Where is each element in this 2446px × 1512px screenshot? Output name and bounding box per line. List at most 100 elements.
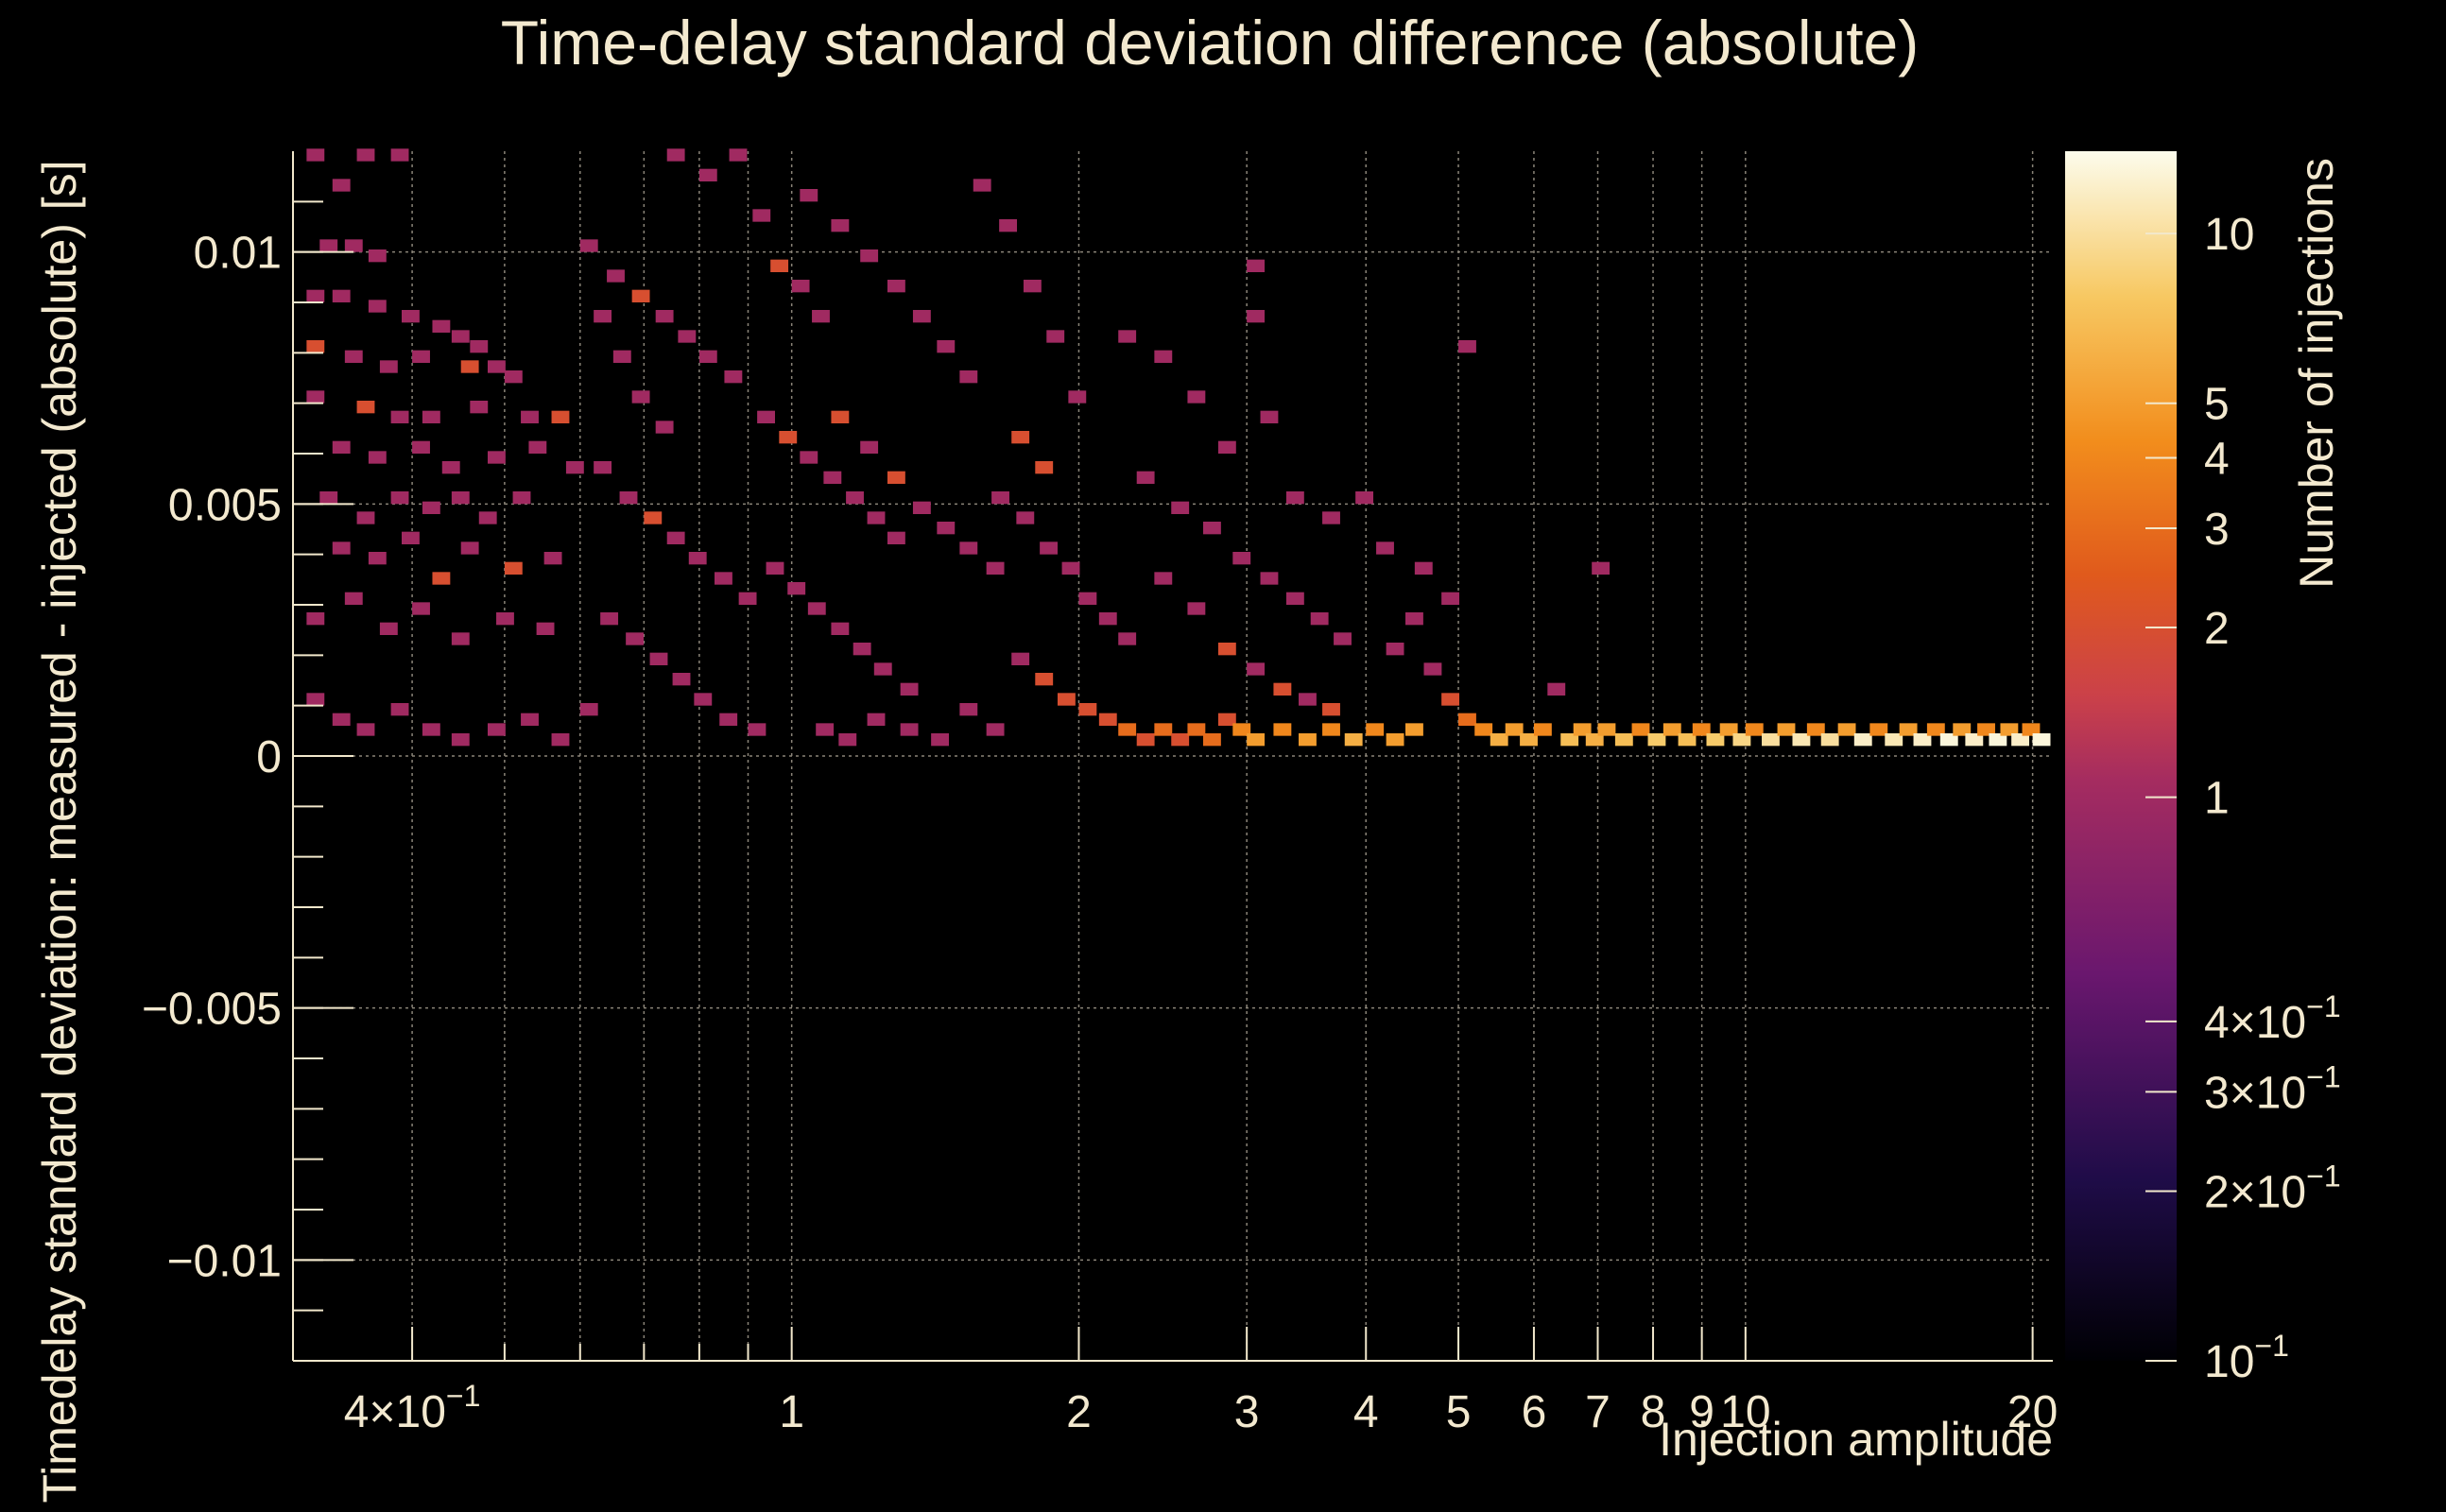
x-tick-label: 20 bbox=[2007, 1387, 2058, 1437]
heatmap-bin bbox=[356, 401, 375, 414]
heatmap-bins bbox=[306, 148, 2051, 747]
heatmap-bin bbox=[306, 289, 325, 302]
heatmap-bin bbox=[688, 552, 707, 565]
heatmap-bin bbox=[1016, 511, 1035, 524]
heatmap-bin bbox=[1344, 733, 1363, 747]
heatmap-bin bbox=[451, 491, 470, 505]
heatmap-bin bbox=[973, 179, 991, 192]
x-tick-label: 9 bbox=[1689, 1387, 1714, 1437]
x-tick-label: 4 bbox=[1353, 1387, 1379, 1437]
heatmap-bin bbox=[887, 471, 905, 484]
heatmap-bin bbox=[631, 289, 650, 302]
heatmap-bin bbox=[1573, 723, 1592, 736]
heatmap-bin bbox=[1136, 733, 1155, 747]
heatmap-bin bbox=[748, 723, 767, 736]
heatmap-bin bbox=[1926, 723, 1945, 736]
heatmap-bin bbox=[959, 703, 978, 716]
heatmap-bin bbox=[698, 350, 717, 363]
heatmap-bin bbox=[1405, 612, 1423, 626]
heatmap-bin bbox=[422, 410, 440, 423]
heatmap-bin bbox=[1260, 410, 1279, 423]
heatmap-bin bbox=[2022, 723, 2041, 736]
heatmap-bin bbox=[649, 652, 668, 665]
heatmap-bin bbox=[867, 713, 886, 726]
heatmap-bin bbox=[631, 390, 650, 404]
heatmap-bin bbox=[1078, 703, 1097, 716]
heatmap-bin bbox=[412, 350, 430, 363]
heatmap-bin bbox=[831, 219, 850, 232]
x-tick-label: 1 bbox=[779, 1387, 804, 1437]
heatmap-bin bbox=[1505, 723, 1524, 736]
heatmap-bin bbox=[860, 440, 879, 454]
heatmap-bin bbox=[1405, 723, 1423, 736]
heatmap-bin bbox=[1247, 733, 1266, 747]
heatmap-bin bbox=[1585, 733, 1604, 747]
heatmap-bin bbox=[766, 561, 784, 575]
heatmap-bin bbox=[1885, 733, 1903, 747]
heatmap-bin bbox=[504, 561, 523, 575]
heatmap-bin bbox=[390, 148, 409, 162]
heatmap-bin bbox=[1777, 723, 1796, 736]
heatmap-bin bbox=[860, 249, 879, 263]
heatmap-bin bbox=[332, 541, 351, 555]
heatmap-bin bbox=[1965, 733, 1984, 747]
heatmap-bin bbox=[1310, 612, 1329, 626]
heatmap-bin bbox=[887, 280, 905, 293]
heatmap-bin bbox=[344, 239, 363, 252]
heatmap-bin bbox=[867, 511, 886, 524]
heatmap-bin bbox=[816, 723, 835, 736]
heatmap-bin bbox=[1232, 723, 1251, 736]
heatmap-bin bbox=[1061, 561, 1080, 575]
heatmap-bin bbox=[2011, 733, 2030, 747]
heatmap-bin bbox=[1899, 723, 1918, 736]
heatmap-bin bbox=[451, 632, 470, 645]
y-tick-label: 0 bbox=[256, 732, 282, 782]
heatmap-bin bbox=[1247, 259, 1266, 272]
heatmap-bin bbox=[959, 541, 978, 555]
heatmap-bin bbox=[1322, 723, 1340, 736]
heatmap-bin bbox=[912, 310, 931, 323]
heatmap-bin bbox=[1035, 673, 1054, 686]
x-tick-label: 5 bbox=[1446, 1387, 1472, 1437]
heatmap-bin bbox=[594, 310, 612, 323]
heatmap-bin bbox=[1217, 643, 1236, 656]
heatmap-bin bbox=[1187, 602, 1206, 615]
heatmap-bin bbox=[779, 431, 798, 444]
heatmap-bin bbox=[2032, 733, 2051, 747]
heatmap-bin bbox=[800, 189, 818, 202]
grid-lines bbox=[293, 151, 2053, 1361]
heatmap-bin bbox=[1046, 330, 1065, 343]
y-tick-label: 0.005 bbox=[168, 480, 282, 530]
heatmap-bin bbox=[1273, 682, 1292, 696]
heatmap-bin bbox=[1386, 733, 1404, 747]
heatmap-bin bbox=[379, 622, 398, 635]
heatmap-bin bbox=[504, 370, 523, 384]
heatmap-bin bbox=[1792, 733, 1811, 747]
heatmap-bin bbox=[1953, 723, 1972, 736]
heatmap-bin bbox=[873, 662, 892, 676]
heatmap-bin bbox=[1719, 723, 1738, 736]
heatmap-bin bbox=[1247, 310, 1266, 323]
heatmap-bin bbox=[319, 239, 338, 252]
heatmap-bin bbox=[356, 723, 375, 736]
heatmap-bin bbox=[1035, 461, 1054, 474]
heatmap-bin bbox=[1366, 723, 1385, 736]
heatmap-bin bbox=[1202, 522, 1221, 535]
heatmap-bin bbox=[332, 289, 351, 302]
z-tick-label: 4 bbox=[2204, 434, 2230, 484]
heatmap-bin bbox=[715, 572, 732, 585]
heatmap-bin bbox=[644, 511, 663, 524]
heatmap-bin bbox=[1068, 390, 1087, 404]
heatmap-bin bbox=[887, 531, 905, 544]
heatmap-bin bbox=[368, 451, 387, 464]
heatmap-bin bbox=[1232, 552, 1251, 565]
heatmap-bin bbox=[672, 673, 691, 686]
heatmap-bin bbox=[579, 239, 598, 252]
x-tick-label: 4×10−1 bbox=[344, 1379, 481, 1437]
heatmap-bin bbox=[1376, 541, 1394, 555]
heatmap-bin bbox=[1745, 723, 1764, 736]
heatmap-bin bbox=[368, 249, 387, 263]
heatmap-bin bbox=[422, 501, 440, 514]
heatmap-bin bbox=[2000, 723, 2019, 736]
heatmap-bin bbox=[1820, 733, 1839, 747]
